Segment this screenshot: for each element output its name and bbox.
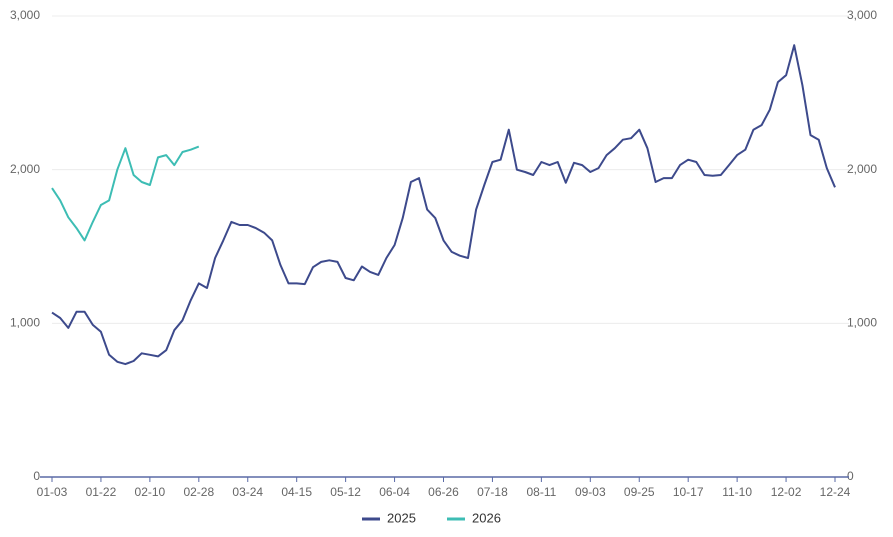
y2-tick-label: 0: [847, 469, 854, 483]
x-tick-label: 07-18: [477, 485, 508, 499]
x-tick-label: 06-04: [379, 485, 410, 499]
x-tick-label: 01-22: [86, 485, 117, 499]
x-tick-label: 12-02: [771, 485, 802, 499]
y2-tick-label: 2,000: [847, 162, 877, 176]
x-tick-label: 02-10: [135, 485, 166, 499]
x-tick-label: 09-25: [624, 485, 655, 499]
y-tick-label: 0: [33, 469, 40, 483]
y2-tick-label: 1,000: [847, 316, 877, 330]
x-tick-label: 03-24: [232, 485, 263, 499]
legend-label: 2026: [472, 510, 501, 525]
x-tick-label: 08-11: [526, 485, 556, 499]
x-tick-label: 11-10: [722, 485, 752, 499]
x-tick-label: 01-03: [37, 485, 68, 499]
y-tick-label: 1,000: [10, 316, 40, 330]
x-tick-label: 06-26: [428, 485, 459, 499]
x-tick-label: 10-17: [673, 485, 704, 499]
y2-tick-label: 3,000: [847, 8, 877, 22]
legend-label: 2025: [387, 510, 416, 525]
legend: 2025 2026: [362, 510, 501, 525]
y-tick-label: 2,000: [10, 162, 40, 176]
x-tick-label: 05-12: [330, 485, 361, 499]
line-series: [51, 44, 836, 366]
x-tick-label: 04-15: [281, 485, 312, 499]
x-tick-label: 09-03: [575, 485, 606, 499]
y-tick-label: 3,000: [10, 8, 40, 22]
line-series: [51, 145, 200, 242]
x-tick-label: 02-28: [183, 485, 214, 499]
x-tick-label: 12-24: [820, 485, 851, 499]
